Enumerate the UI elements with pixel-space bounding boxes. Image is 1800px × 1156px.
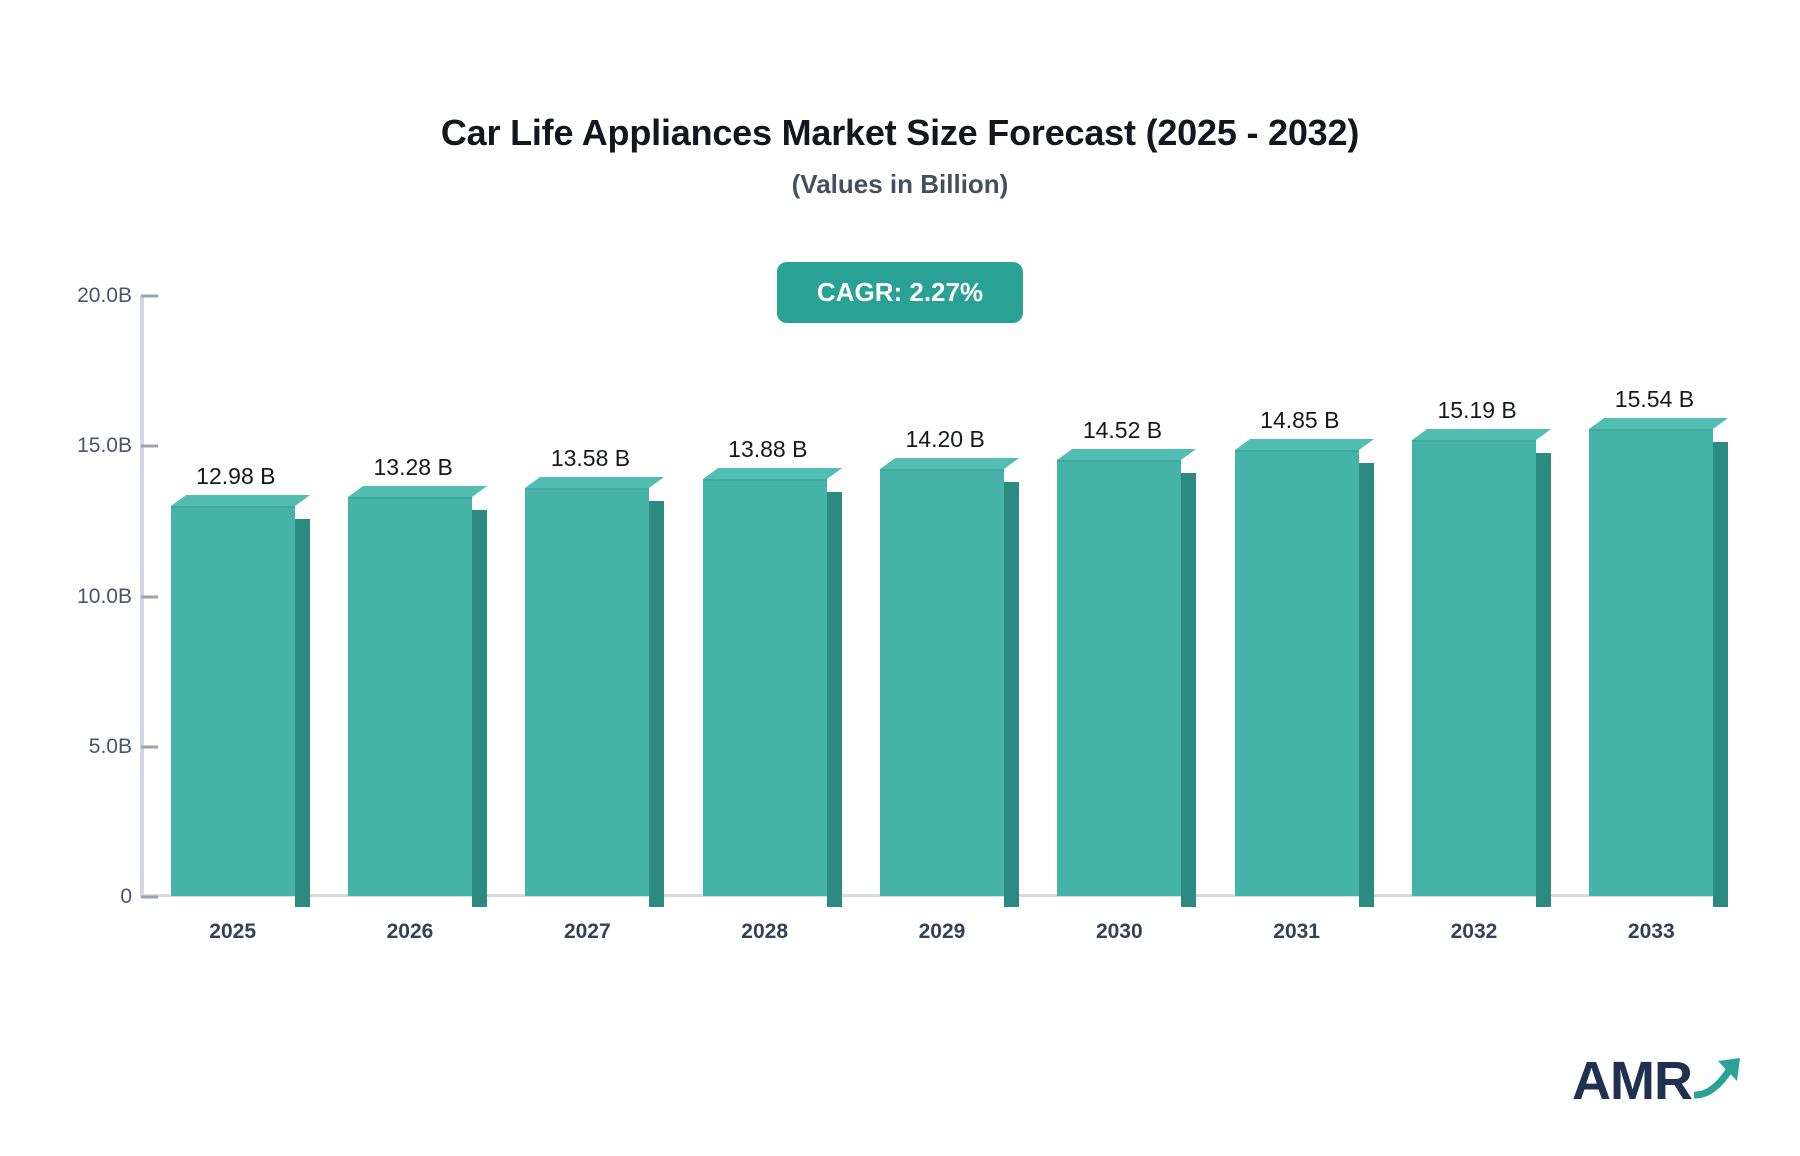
y-axis-tick-label: 20.0B	[77, 284, 132, 307]
table-row[interactable]: 13.28 B	[347, 454, 488, 907]
table-row[interactable]: 15.54 B	[1589, 386, 1729, 907]
table-row[interactable]: 14.85 B	[1234, 407, 1374, 907]
bar-side-face	[1358, 462, 1374, 907]
bar-front-face	[1411, 439, 1551, 907]
bar-top-face	[525, 476, 665, 488]
title-block: Car Life Appliances Market Size Forecast…	[0, 110, 1800, 200]
bar-front-face	[1589, 429, 1729, 907]
bar-top-face	[702, 467, 842, 479]
bar-value-label: 12.98 B	[196, 462, 276, 489]
bar-top-face	[879, 458, 1020, 470]
x-axis-label: 2027	[563, 920, 611, 943]
table-row[interactable]: 14.52 B	[1057, 417, 1197, 907]
bar-slot: 13.28 B	[321, 295, 498, 907]
logo-text: AMR	[1572, 1051, 1693, 1111]
bar-slot: 12.98 B	[144, 295, 321, 907]
bar-value-label: 15.19 B	[1437, 396, 1517, 423]
bar-side-face	[294, 518, 310, 907]
x-axis-label: 2030	[1095, 920, 1143, 943]
bar-side-face	[649, 500, 665, 907]
y-axis-tick-mark	[141, 745, 158, 749]
bar-front-face	[879, 469, 1019, 907]
arrow-up-right-icon	[1692, 1055, 1748, 1104]
bar-side-face	[1713, 442, 1729, 907]
bar-value-label: 14.52 B	[1082, 416, 1163, 443]
y-axis-tick: 0	[0, 885, 158, 909]
bar-front-face	[1234, 449, 1374, 907]
page-title: Car Life Appliances Market Size Forecast…	[440, 112, 1360, 153]
y-axis-tick: 20.0B	[0, 284, 158, 308]
bar-top-face	[1411, 428, 1552, 440]
bar-slot: 15.54 B	[1563, 295, 1740, 907]
bar-slot: 14.85 B	[1208, 295, 1385, 907]
bar-front-face	[702, 478, 842, 907]
bar-slot: 13.88 B	[676, 295, 853, 907]
bar-top-face	[1234, 438, 1374, 450]
bar-slot: 14.52 B	[1031, 295, 1208, 907]
x-axis-label: 2025	[209, 920, 257, 943]
y-axis-tick: 15.0B	[0, 434, 158, 458]
y-axis-tick-mark	[141, 595, 158, 598]
bar-front-face	[525, 487, 665, 907]
x-axis-label: 2032	[1450, 920, 1498, 943]
table-row[interactable]: 13.58 B	[525, 445, 665, 907]
bar-side-face	[1535, 452, 1551, 907]
bar-slot: 14.20 B	[853, 295, 1030, 907]
bar-top-face	[170, 494, 310, 506]
bar-series: 12.98 B 13.28 B 13.58 B 13.88 B 14.20 B 14.52…	[144, 295, 1740, 907]
bar-value-label: 15.54 B	[1614, 386, 1695, 413]
bar-front-face	[170, 505, 310, 907]
cagr-badge: CAGR: 2.27%	[776, 262, 1024, 323]
y-axis-tick-label: 0	[120, 885, 132, 908]
bar-slot: 15.19 B	[1385, 295, 1562, 907]
bar-front-face	[347, 496, 487, 907]
x-axis-labels: 2025 2026 2027 2028 2029 2030 2031 2032 2033	[144, 920, 1740, 944]
table-row[interactable]: 12.98 B	[170, 463, 310, 907]
y-axis-tick-label: 5.0B	[88, 734, 132, 758]
x-axis-label: 2026	[386, 920, 434, 943]
bar-side-face	[1003, 482, 1019, 907]
y-axis-tick-mark	[141, 444, 158, 448]
bar-top-face	[1589, 418, 1729, 430]
table-row[interactable]: 14.20 B	[879, 426, 1020, 907]
x-axis-label: 2031	[1273, 920, 1320, 943]
bar-side-face	[1181, 472, 1197, 907]
bar-top-face	[1057, 448, 1197, 460]
bar-side-face	[471, 509, 487, 907]
bar-front-face	[1057, 459, 1197, 907]
bar-top-face	[347, 485, 488, 497]
bar-value-label: 13.88 B	[728, 435, 808, 462]
y-axis-tick-mark	[141, 895, 158, 899]
bar-slot: 13.58 B	[499, 295, 676, 907]
table-row[interactable]: 13.88 B	[702, 436, 842, 907]
y-axis-tick: 5.0B	[0, 734, 158, 759]
amr-logo: AMR	[1572, 1054, 1748, 1108]
y-axis-tick-label: 15.0B	[77, 434, 132, 458]
plot-area: 0 5.0B 10.0B 15.0B 20.0B 12.98 B 13.28 B 13.58…	[77, 284, 1740, 908]
y-axis-tick-mark	[141, 294, 158, 298]
bar-value-label: 14.85 B	[1260, 406, 1340, 433]
bar-value-label: 13.58 B	[550, 444, 631, 471]
y-axis-tick-label: 10.0B	[77, 584, 132, 608]
x-axis-label: 2033	[1627, 920, 1675, 943]
x-axis-label: 2028	[741, 920, 788, 943]
bar-side-face	[826, 491, 842, 907]
chart-subtitle: (Values in Billion)	[791, 169, 1009, 199]
bar-value-label: 13.28 B	[373, 453, 453, 480]
table-row[interactable]: 15.19 B	[1411, 397, 1552, 907]
y-axis-tick: 10.0B	[0, 584, 158, 609]
x-axis-label: 2029	[918, 920, 966, 943]
bar-value-label: 14.20 B	[905, 426, 985, 453]
